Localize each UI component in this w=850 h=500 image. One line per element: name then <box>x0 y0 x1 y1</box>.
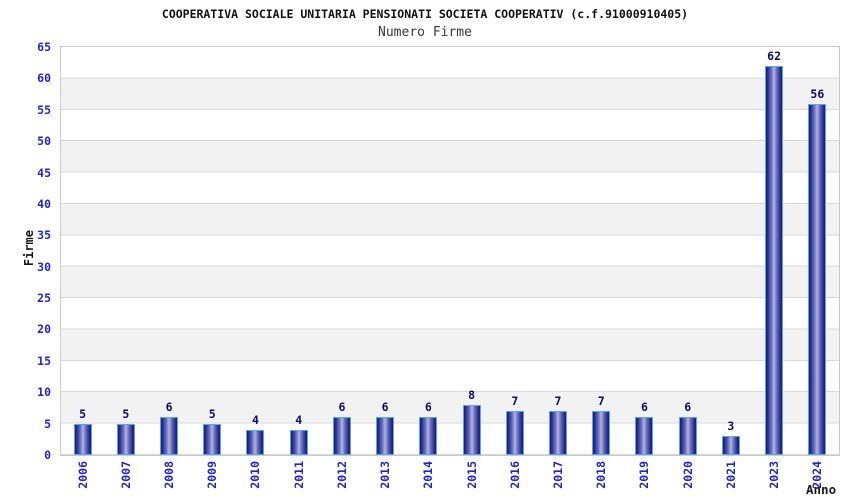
y-tick-label: 10 <box>37 385 51 400</box>
bar-value-label: 56 <box>810 86 825 101</box>
y-tick-label: 30 <box>37 259 51 274</box>
bar-value-label: 5 <box>208 406 216 421</box>
bar-slot: 8 2015 <box>450 47 493 489</box>
bar-value-label: 6 <box>338 400 346 415</box>
bar-value-label: 5 <box>122 406 130 421</box>
x-tick-label: 2014 <box>421 461 436 489</box>
x-tick-label: 2010 <box>248 461 263 489</box>
bar-slot: 7 2016 <box>493 47 536 489</box>
bar-value-label: 5 <box>79 406 87 421</box>
x-tick-label: 2008 <box>162 461 177 489</box>
bar-value-label: 4 <box>295 412 303 427</box>
y-tick-label: 35 <box>37 228 51 243</box>
x-tick-label: 2007 <box>118 461 133 489</box>
bar-slot: 4 2010 <box>234 47 277 489</box>
bar-value-label: 4 <box>252 412 259 427</box>
chart-subtitle: Numero Firme <box>378 25 472 40</box>
x-tick-label: 2009 <box>205 461 220 489</box>
y-tick-label: 15 <box>37 353 51 368</box>
y-tick-label: 25 <box>37 291 51 306</box>
bar[interactable] <box>160 417 179 455</box>
bar[interactable] <box>246 429 265 455</box>
x-tick-label: 2012 <box>334 461 349 489</box>
bar[interactable] <box>203 423 222 455</box>
x-axis-label: Anno <box>806 482 837 497</box>
x-tick-label: 2018 <box>594 461 609 489</box>
bar-slot: 4 2011 <box>277 47 320 489</box>
bar-slot: 7 2018 <box>580 47 623 489</box>
plot-area <box>60 46 840 456</box>
x-tick-label: 2006 <box>75 461 90 489</box>
bar-value-label: 6 <box>640 400 648 415</box>
bar[interactable] <box>808 103 827 455</box>
x-tick-label: 2015 <box>464 461 479 489</box>
bar-slot: 5 2006 <box>61 47 104 489</box>
bar-slot: 3 2021 <box>709 47 752 489</box>
y-tick-label: 50 <box>37 134 51 149</box>
y-tick-label: 45 <box>37 165 51 180</box>
bar-value-label: 6 <box>424 400 432 415</box>
bar-slot: 6 2019 <box>623 47 666 489</box>
bar[interactable] <box>505 411 524 455</box>
bar-slot: 6 2012 <box>320 47 363 489</box>
x-tick-label: 2017 <box>551 461 566 489</box>
y-axis-label: Firme <box>22 230 36 267</box>
y-tick-label: 40 <box>37 196 51 211</box>
x-tick-label: 2023 <box>767 461 782 489</box>
bar-value-label: 6 <box>381 400 389 415</box>
bar-slot: 6 2020 <box>666 47 709 489</box>
y-tick-label: 65 <box>37 40 51 54</box>
bar-slot: 6 2008 <box>147 47 190 489</box>
bar[interactable] <box>678 417 697 455</box>
y-tick-label: 20 <box>37 322 51 337</box>
bar[interactable] <box>289 429 308 455</box>
y-tick-label: 60 <box>37 71 51 86</box>
bar-value-label: 3 <box>727 419 735 434</box>
x-tick-label: 2016 <box>507 461 522 489</box>
bar[interactable] <box>765 65 784 455</box>
bar[interactable] <box>721 436 740 455</box>
bar[interactable] <box>549 411 568 455</box>
bar-slot: 5 2009 <box>191 47 234 489</box>
y-tick-label: 5 <box>44 416 51 431</box>
x-tick-label: 2021 <box>723 461 738 489</box>
bar-value-label: 6 <box>684 400 692 415</box>
bar-slot: 62 2023 <box>753 47 796 489</box>
bar-slot: 5 2007 <box>104 47 147 489</box>
y-tick-label: 55 <box>37 102 51 117</box>
bar-value-label: 7 <box>511 394 519 409</box>
bar-value-label: 62 <box>767 48 782 63</box>
bar[interactable] <box>332 417 351 455</box>
bar-value-label: 7 <box>554 394 562 409</box>
bar[interactable] <box>462 404 481 455</box>
bar-series: 5 2006 5 2007 6 2008 5 2009 4 2010 4 2011 6 2012 6 2013… <box>61 47 839 489</box>
bar-value-label: 7 <box>597 394 605 409</box>
bar[interactable] <box>376 417 395 455</box>
bar-slot: 6 2013 <box>364 47 407 489</box>
x-tick-label: 2013 <box>378 461 393 489</box>
y-tick-label: 0 <box>44 448 51 462</box>
x-tick-label: 2020 <box>680 461 695 489</box>
bar[interactable] <box>635 417 654 455</box>
bar-slot: 56 2024 <box>796 47 839 489</box>
bar-value-label: 8 <box>468 387 476 402</box>
x-tick-label: 2011 <box>291 461 306 489</box>
chart-title: COOPERATIVA SOCIALE UNITARIA PENSIONATI … <box>161 7 689 21</box>
bar[interactable] <box>73 423 92 455</box>
bar-slot: 6 2014 <box>407 47 450 489</box>
bar-slot: 7 2017 <box>536 47 579 489</box>
bar[interactable] <box>592 411 611 455</box>
bar[interactable] <box>116 423 135 455</box>
x-tick-label: 2019 <box>637 461 652 489</box>
bar-value-label: 6 <box>165 400 173 415</box>
bar[interactable] <box>419 417 438 455</box>
